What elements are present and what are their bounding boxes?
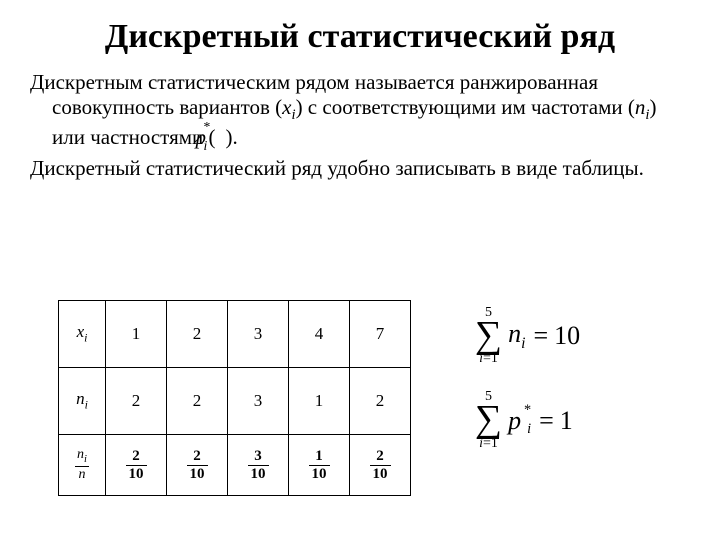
paragraph-definition: Дискретным статистическим рядом называет… [30, 70, 690, 150]
frac-num: 2 [187, 449, 208, 465]
frac-den: 10 [370, 465, 391, 482]
sigma-icon: 5 ∑ i=1 [475, 390, 502, 450]
table-cell: 210 [350, 435, 411, 496]
paragraph-table-note: Дискретный статистический ряд удобно зап… [30, 156, 690, 181]
table-cell: 2 [167, 301, 228, 368]
sigma-lower-eq: =1 [483, 436, 498, 451]
sigma-icon: 5 ∑ i=1 [475, 306, 502, 366]
frequency-table: xi 1 2 3 4 7 ni 2 2 3 1 2 [58, 300, 411, 496]
label-n-sub: i [85, 398, 88, 412]
term-letter: n [508, 319, 521, 348]
formulas-block: 5 ∑ i=1 ni = 10 5 ∑ i=1 p*i = 1 [471, 306, 580, 475]
sigma-symbol: ∑ [475, 320, 502, 350]
table-cell: 210 [167, 435, 228, 496]
slide-title: Дискретный статистический ряд [30, 18, 690, 56]
table-cell: 3 [228, 368, 289, 435]
table-cell: 210 [106, 435, 167, 496]
frac-den: 10 [187, 465, 208, 482]
row-header-xi: xi [59, 301, 106, 368]
table-cell: 2 [350, 368, 411, 435]
var-n: n [635, 95, 646, 119]
equals-sign: = [539, 406, 554, 436]
term-letter: p [508, 406, 521, 435]
frac-den: 10 [248, 465, 269, 482]
table-row-frac: ni n 210 210 310 110 210 [59, 435, 411, 496]
frac-num: 2 [126, 449, 147, 465]
label-frac-den: n [75, 466, 89, 482]
table-cell: 2 [106, 368, 167, 435]
table-row-xi: xi 1 2 3 4 7 [59, 301, 411, 368]
table-cell: 1 [106, 301, 167, 368]
frac-num: 3 [248, 449, 269, 465]
table-row-ni: ni 2 2 3 1 2 [59, 368, 411, 435]
term-sub: i [521, 335, 525, 352]
table-cell: 7 [350, 301, 411, 368]
var-p-star: p*i [216, 125, 226, 150]
term-sub: i [527, 421, 531, 438]
content-row: xi 1 2 3 4 7 ni 2 2 3 1 2 [58, 300, 580, 496]
sigma-symbol: ∑ [475, 404, 502, 434]
frac-den: 10 [309, 465, 330, 482]
equals-sign: = [533, 321, 548, 351]
formula-result: 10 [554, 321, 580, 351]
frac-den: 10 [126, 465, 147, 482]
formula-term: ni [508, 319, 525, 353]
text-segment: ). [226, 125, 238, 149]
label-x-sub: i [84, 331, 87, 345]
table-cell: 3 [228, 301, 289, 368]
slide: Дискретный статистический ряд Дискретным… [0, 0, 720, 540]
row-header-ni: ni [59, 368, 106, 435]
label-frac-num-n: n [77, 447, 84, 462]
label-n: n [76, 389, 85, 408]
sigma-lower-eq: =1 [483, 351, 498, 366]
formula-term: p*i [508, 406, 531, 436]
label-x: x [77, 322, 85, 341]
table-cell: 310 [228, 435, 289, 496]
table-cell: 4 [289, 301, 350, 368]
table-cell: 2 [167, 368, 228, 435]
table-cell: 110 [289, 435, 350, 496]
text-segment: ) с соответствующими им частотами ( [296, 95, 635, 119]
table-cell: 1 [289, 368, 350, 435]
formula-sum-pstar: 5 ∑ i=1 p*i = 1 [471, 390, 580, 450]
frac-num: 1 [309, 449, 330, 465]
label-frac-num-i: i [84, 454, 87, 465]
frac-num: 2 [370, 449, 391, 465]
formula-sum-ni: 5 ∑ i=1 ni = 10 [471, 306, 580, 366]
term-star: * [524, 402, 531, 419]
formula-result: 1 [560, 406, 573, 436]
row-header-frac: ni n [59, 435, 106, 496]
